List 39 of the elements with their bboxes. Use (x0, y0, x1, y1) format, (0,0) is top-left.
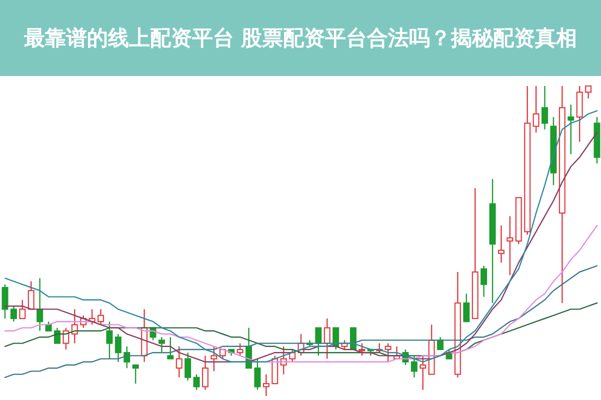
candlestick (193, 374, 200, 390)
candlestick (420, 355, 426, 390)
candlestick (384, 342, 392, 362)
candlestick (158, 336, 165, 354)
candlestick (114, 333, 122, 362)
candlestick (10, 306, 17, 322)
candlestick (480, 265, 488, 298)
candlestick (280, 346, 287, 375)
chart-title: 最靠谱的线上配资平台 股票配资平台合法吗？揭秘配资真相 (22, 25, 578, 52)
candlestick (262, 374, 270, 397)
candlestick (532, 85, 540, 134)
candlestick (498, 224, 504, 264)
candlestick (71, 308, 78, 344)
candlestick (585, 85, 592, 99)
candlestick (463, 293, 470, 322)
candlestick (176, 346, 182, 378)
candlestick (36, 278, 44, 332)
candlestick (315, 327, 322, 356)
candlestick (98, 308, 104, 326)
candlestick (19, 299, 26, 320)
candlestick (167, 336, 174, 360)
candlestick (62, 327, 70, 350)
candlestick (28, 280, 34, 310)
candlestick (210, 346, 218, 372)
candlestick (506, 216, 514, 276)
candlestick (358, 342, 366, 356)
candlestick (410, 355, 418, 378)
candlestick (568, 104, 574, 155)
candlestick (106, 321, 113, 360)
candlestick (202, 355, 208, 390)
candlestick (54, 327, 60, 344)
candlestick (236, 342, 244, 356)
candlestick (45, 321, 52, 332)
candlestick (132, 364, 139, 384)
candlestick (542, 85, 548, 130)
candlestick (254, 358, 261, 390)
candlestick (324, 318, 330, 360)
candlestick (2, 284, 8, 320)
candlestick (184, 352, 192, 382)
